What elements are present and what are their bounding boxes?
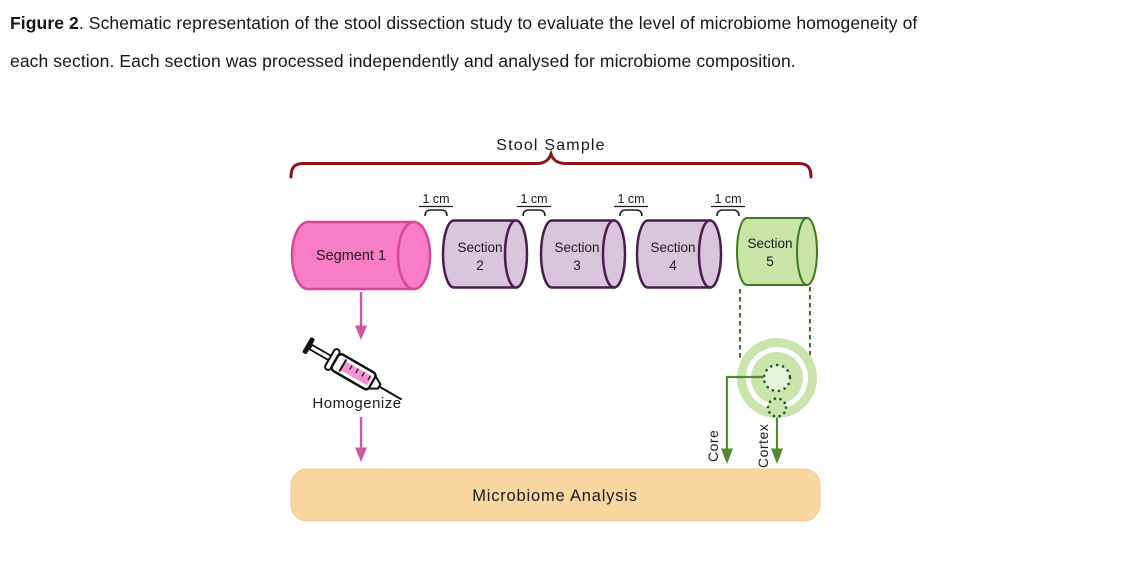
gap-annotation-3: 1 cm: [614, 192, 648, 217]
gap-1cm-label: 1 cm: [422, 192, 449, 206]
segment1-label: Segment 1: [316, 248, 386, 264]
stool-sample-brace: [289, 149, 813, 179]
gap-1cm-label: 1 cm: [714, 192, 741, 206]
figure-number-label: Figure 2: [10, 13, 79, 33]
homogenize-label: Homogenize: [312, 395, 401, 412]
gap-annotation-1: 1 cm: [419, 192, 453, 217]
caption-line-1: Figure 2. Schematic representation of th…: [10, 4, 1140, 42]
homogenize-arrow-bottom: [355, 417, 367, 462]
section-4-label-line1: Section: [650, 240, 695, 255]
section-5-label-line2: 5: [766, 254, 774, 269]
section5-cross-section: [737, 338, 817, 418]
section-4-label-line2: 4: [669, 258, 677, 273]
caption-line-2: each section. Each section was processed…: [10, 51, 796, 71]
segment1-cylinder: Segment 1: [290, 220, 432, 291]
figure-caption: Figure 2. Schematic representation of th…: [10, 4, 1140, 80]
gap-annotation-4: 1 cm: [711, 192, 745, 217]
section-5-label-line1: Section: [747, 236, 792, 251]
syringe-icon: [302, 337, 403, 401]
homogenize-arrow-top: [355, 292, 367, 340]
gap-bracket: [716, 209, 740, 217]
core-arrow: [721, 375, 764, 464]
cortex-dotted-circle: [766, 397, 788, 418]
section-5-cylinder: Section 5: [736, 217, 818, 286]
section-4-cylinder: Section 4: [635, 219, 723, 289]
section-3-label-line1: Section: [554, 240, 599, 255]
microbiome-analysis-box: Microbiome Analysis: [290, 468, 821, 522]
section-2-label-line1: Section: [457, 240, 502, 255]
gap-bracket: [424, 209, 448, 217]
section-3-label-line2: 3: [573, 258, 581, 273]
microbiome-analysis-label: Microbiome Analysis: [472, 487, 638, 505]
gap-1cm-label: 1 cm: [520, 192, 547, 206]
stool-sample-title: Stool Sample: [496, 137, 606, 154]
section-2-cylinder: Section 2: [441, 219, 529, 289]
core-label: Core: [705, 430, 721, 462]
cortex-arrow: [771, 417, 783, 464]
core-dotted-circle: [762, 363, 792, 393]
gap-annotation-2: 1 cm: [517, 192, 551, 217]
caption-line1-text: . Schematic representation of the stool …: [78, 13, 918, 33]
gap-bracket: [619, 209, 643, 217]
gap-bracket: [522, 209, 546, 217]
section-2-label-line2: 2: [476, 258, 484, 273]
section-3-cylinder: Section 3: [539, 219, 627, 289]
cortex-label: Cortex: [755, 424, 771, 468]
gap-1cm-label: 1 cm: [617, 192, 644, 206]
